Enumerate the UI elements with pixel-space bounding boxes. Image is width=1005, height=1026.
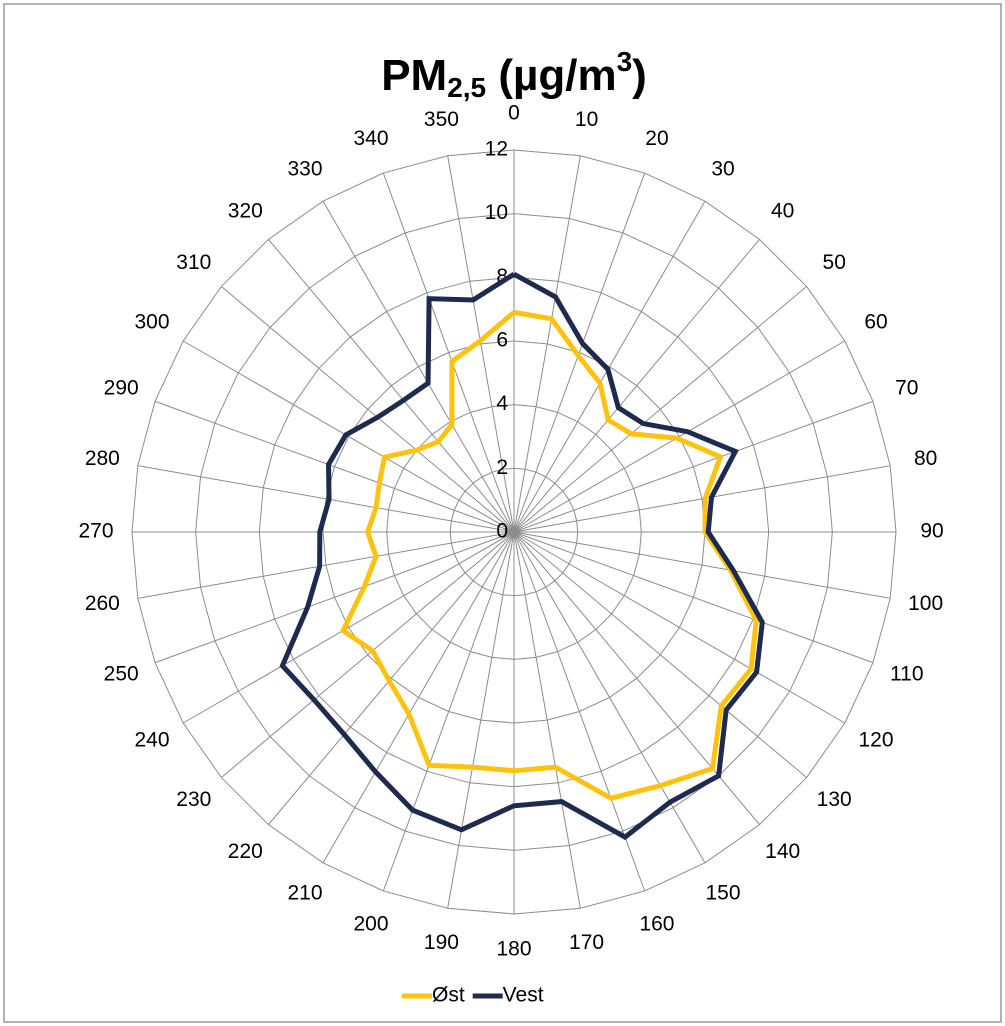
angle-label: 160 <box>639 912 674 935</box>
y-tick-label: 8 <box>496 265 508 288</box>
angle-label: 90 <box>920 520 943 543</box>
angle-label: 190 <box>424 931 459 954</box>
y-tick-label: 12 <box>485 138 508 161</box>
angle-label: 310 <box>176 251 211 274</box>
angle-label: 320 <box>228 199 263 222</box>
y-tick-label: 0 <box>496 520 508 543</box>
spoke <box>513 531 846 724</box>
angle-label: 330 <box>287 158 322 181</box>
spoke <box>322 531 515 864</box>
y-tick-label: 10 <box>485 201 508 224</box>
title-part: (µg/m <box>486 51 616 100</box>
angle-label: 100 <box>908 592 943 615</box>
angle-label: 120 <box>858 729 893 752</box>
spoke <box>154 400 515 533</box>
spoke <box>513 531 646 892</box>
spoke <box>513 531 706 864</box>
angle-label: 220 <box>228 840 263 863</box>
spoke <box>513 400 874 533</box>
angle-label: 10 <box>575 108 598 131</box>
spoke <box>513 340 846 533</box>
grid: 0 102030405060708090100110120130140150160… <box>78 102 943 961</box>
spoke <box>513 172 646 533</box>
spoke <box>221 286 515 533</box>
title-subscript: 2,5 <box>447 72 486 103</box>
y-tick-label: 6 <box>496 329 508 352</box>
series-line <box>339 309 759 801</box>
angle-label: 50 <box>823 251 846 274</box>
spoke <box>447 155 515 533</box>
plot-area <box>279 271 765 841</box>
chart-title: PM2,5 (µg/m3) <box>381 46 647 103</box>
angle-label: 290 <box>104 377 139 400</box>
spoke <box>513 155 581 533</box>
y-tick-label: 4 <box>496 392 508 415</box>
spoke <box>154 531 515 664</box>
angle-label: 250 <box>104 663 139 686</box>
angle-label: 180 <box>496 938 531 961</box>
angle-label: 30 <box>711 158 734 181</box>
spoke <box>268 531 515 825</box>
angle-label: 230 <box>176 788 211 811</box>
spoke <box>268 239 515 533</box>
spoke <box>513 531 891 599</box>
angle-label: 110 <box>890 663 923 686</box>
spoke <box>513 465 891 533</box>
spoke <box>513 531 807 778</box>
angle-label: 260 <box>85 592 120 615</box>
spoke <box>382 531 515 892</box>
angle-label: 70 <box>895 377 918 400</box>
angle-label: 240 <box>134 729 169 752</box>
spoke <box>182 340 515 533</box>
angle-label: 200 <box>354 912 389 935</box>
spoke <box>137 465 515 533</box>
angle-label: 280 <box>85 447 120 470</box>
legend: Øst Vest <box>402 984 544 1007</box>
angle-label: 270 <box>78 520 113 543</box>
y-tick-label: 2 <box>496 456 508 479</box>
spoke <box>513 531 874 664</box>
spoke <box>137 531 515 599</box>
angle-label: 350 <box>424 108 459 131</box>
spoke <box>322 200 515 533</box>
title-superscript: 3 <box>617 46 633 77</box>
legend-label: Vest <box>503 984 544 1007</box>
angle-label: 0 <box>508 102 520 125</box>
spoke <box>513 200 706 533</box>
angle-label: 150 <box>705 882 740 905</box>
spoke <box>221 531 515 778</box>
title-part: PM <box>381 51 447 100</box>
angle-label: 340 <box>354 127 389 150</box>
title-part: ) <box>632 51 647 100</box>
spoke <box>513 286 807 533</box>
spoke <box>513 239 760 533</box>
angle-label: 40 <box>771 199 794 222</box>
angle-label: 130 <box>817 788 852 811</box>
series-line <box>279 271 765 841</box>
angle-label: 210 <box>287 882 322 905</box>
spoke <box>182 531 515 724</box>
angle-label: 170 <box>569 931 604 954</box>
angle-label: 20 <box>645 127 668 150</box>
spoke <box>447 531 515 909</box>
legend-label: Øst <box>432 984 465 1007</box>
angle-label: 140 <box>765 840 800 863</box>
angle-label: 60 <box>864 311 887 334</box>
spoke <box>513 531 581 909</box>
angle-label: 80 <box>914 447 937 470</box>
spoke <box>382 172 515 533</box>
angle-label: 300 <box>134 311 169 334</box>
